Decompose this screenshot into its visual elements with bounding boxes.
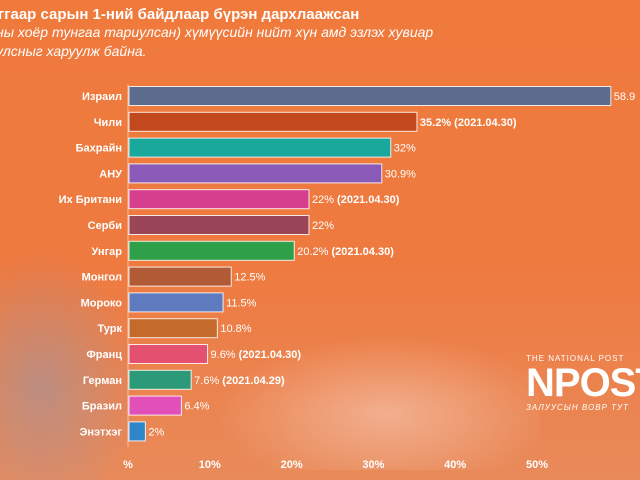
bar-group: Бразил 6.4% bbox=[82, 395, 210, 416]
x-tick-label: 40% bbox=[444, 459, 466, 471]
category-label: АНУ bbox=[99, 168, 122, 180]
value-label: 30.9% bbox=[385, 168, 416, 180]
value-label: 20.2% (2021.04.30) bbox=[297, 246, 394, 258]
bar bbox=[128, 240, 295, 261]
header: ггаар сарын 1-ний байдлаар бүрэн дархлаа… bbox=[0, 6, 640, 61]
value-label: 11.5% bbox=[226, 297, 257, 309]
npost-logo: THE NATIONAL POST NPOST. ЗАЛУУСЫН ВОВР Т… bbox=[526, 354, 640, 412]
bar bbox=[128, 421, 146, 442]
category-label: Энэтхэг bbox=[80, 426, 123, 438]
x-tick-label: 20% bbox=[281, 459, 303, 471]
bar bbox=[128, 292, 224, 313]
bar-group: Турк 10.8% bbox=[98, 318, 252, 339]
category-label: Франц bbox=[86, 349, 122, 361]
value-label: 9.6% (2021.04.30) bbox=[211, 349, 302, 361]
value-label: 6.4% bbox=[184, 401, 209, 413]
bar-group: Их Британи 22% (2021.04.30) bbox=[59, 189, 400, 210]
category-label: Мороко bbox=[81, 297, 123, 309]
bar bbox=[128, 163, 383, 184]
chart-title: ггаар сарын 1-ний байдлаар бүрэн дархлаа… bbox=[0, 6, 360, 23]
logo-wordmark: NPOST. bbox=[526, 361, 640, 405]
bar bbox=[128, 369, 192, 390]
bar bbox=[128, 137, 392, 158]
category-label: Бахрайн bbox=[76, 143, 122, 155]
bar-group: Франц 9.6% (2021.04.30) bbox=[86, 344, 302, 364]
logo-tagline-bottom: ЗАЛУУСЫН ВОВР ТУТ bbox=[526, 403, 629, 412]
bar-group: Бахрайн 32% bbox=[76, 137, 416, 158]
bar-group: Монгол 12.5% bbox=[82, 266, 266, 287]
category-label: Бразил bbox=[82, 401, 122, 413]
x-tick-label: % bbox=[123, 459, 133, 471]
category-label: Израил bbox=[82, 91, 122, 103]
value-label: 7.6% (2021.04.29) bbox=[194, 375, 285, 387]
x-tick-label: 30% bbox=[362, 459, 384, 471]
category-label: Их Британи bbox=[59, 194, 122, 206]
bar bbox=[128, 215, 310, 235]
bar-group: Чили 35.2% (2021.04.30) bbox=[94, 111, 517, 132]
x-tick-label: 10% bbox=[199, 459, 221, 471]
x-tick-label: 50% bbox=[526, 459, 548, 471]
bar bbox=[128, 344, 209, 364]
bar bbox=[128, 395, 182, 416]
value-label: 35.2% (2021.04.30) bbox=[420, 117, 517, 129]
bar-group: Израил 58.9 bbox=[82, 86, 635, 106]
category-label: Чили bbox=[94, 117, 122, 129]
category-label: Монгол bbox=[82, 272, 122, 284]
chart-subtitle-line1: ны хоёр тунгаа тариулсан) хүмүүсийн нийт… bbox=[0, 24, 434, 40]
bar-group: Энэтхэг 2% bbox=[80, 421, 164, 442]
bar bbox=[128, 86, 612, 106]
category-label: Турк bbox=[98, 323, 123, 335]
value-label: 2% bbox=[148, 426, 164, 438]
value-label: 12.5% bbox=[234, 272, 265, 284]
bar bbox=[128, 189, 310, 210]
bar-group: Мороко 11.5% bbox=[81, 292, 257, 313]
value-label: 22% bbox=[312, 220, 334, 232]
category-label: Герман bbox=[83, 375, 122, 387]
category-label: Унгар bbox=[92, 246, 123, 258]
bar-group: Унгар 20.2% (2021.04.30) bbox=[92, 240, 394, 261]
bar-group: Герман 7.6% (2021.04.29) bbox=[83, 369, 285, 390]
bar bbox=[128, 266, 232, 287]
category-label: Серби bbox=[88, 220, 122, 232]
value-label: 10.8% bbox=[220, 323, 251, 335]
logo-tagline-top: THE NATIONAL POST bbox=[526, 354, 625, 363]
bar-group: Серби 22% bbox=[88, 215, 334, 235]
chart-subtitle-line2: улсныг харуулж байна. bbox=[0, 43, 147, 59]
hand-photo-background bbox=[0, 250, 140, 480]
bar-group: АНУ 30.9% bbox=[99, 163, 416, 184]
bar bbox=[128, 318, 218, 339]
value-label: 32% bbox=[394, 143, 416, 155]
value-label: 22% (2021.04.30) bbox=[312, 194, 400, 206]
bar bbox=[128, 111, 418, 132]
syringe-photo-background bbox=[200, 330, 540, 470]
value-label: 58.9 bbox=[614, 91, 635, 103]
